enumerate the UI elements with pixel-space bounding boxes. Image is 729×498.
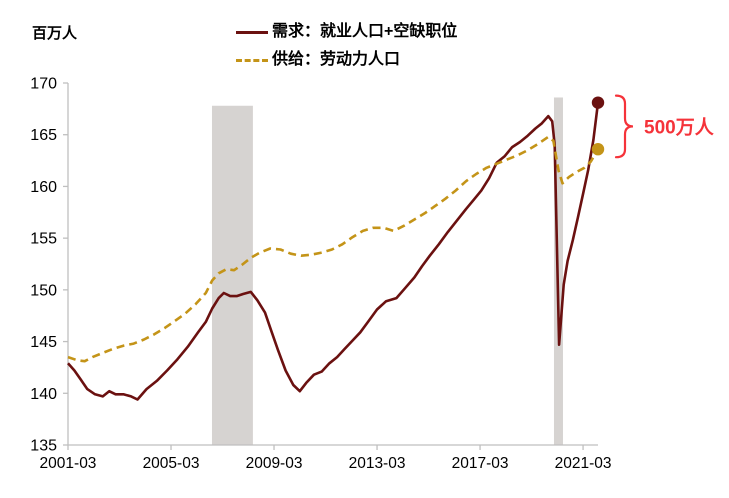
- legend-label-supply: 供给：劳动力人口: [272, 51, 401, 68]
- x-tick-label: 2021-03: [555, 455, 612, 472]
- gap-annotation-label: 500万人: [644, 116, 715, 138]
- y-tick-label: 165: [30, 127, 57, 144]
- supply-line: [67, 135, 600, 363]
- x-tick-label: 2013-03: [349, 455, 406, 472]
- supply-line-swatch-icon: [236, 58, 268, 62]
- y-tick-label: 150: [30, 282, 57, 299]
- y-tick-label: 145: [30, 334, 57, 351]
- demand-line: [67, 102, 600, 401]
- supply-end-dot: [591, 142, 605, 156]
- y-tick-label: 140: [30, 386, 57, 403]
- y-tick-label: 155: [30, 231, 57, 248]
- y-axis-unit-label: 百万人: [32, 25, 78, 42]
- x-tick-label: 2017-03: [452, 455, 509, 472]
- y-tick-label: 135: [30, 438, 57, 455]
- y-tick-label: 170: [30, 76, 57, 93]
- x-tick-label: 2001-03: [40, 455, 97, 472]
- gap-brace: [614, 94, 634, 159]
- x-tick-label: 2009-03: [246, 455, 303, 472]
- legend-label-demand: 需求：就业人口+空缺职位: [272, 23, 458, 40]
- demand-end-dot: [591, 96, 605, 109]
- y-tick-label: 160: [30, 179, 57, 196]
- recession-band: [211, 105, 253, 446]
- chart-legend: 需求：就业人口+空缺职位 供给：劳动力人口: [236, 18, 457, 74]
- demand-line-swatch-icon: [236, 30, 268, 34]
- x-tick-label: 2005-03: [143, 455, 200, 472]
- legend-item-demand: 需求：就业人口+空缺职位: [236, 18, 457, 46]
- legend-item-supply: 供给：劳动力人口: [236, 46, 457, 74]
